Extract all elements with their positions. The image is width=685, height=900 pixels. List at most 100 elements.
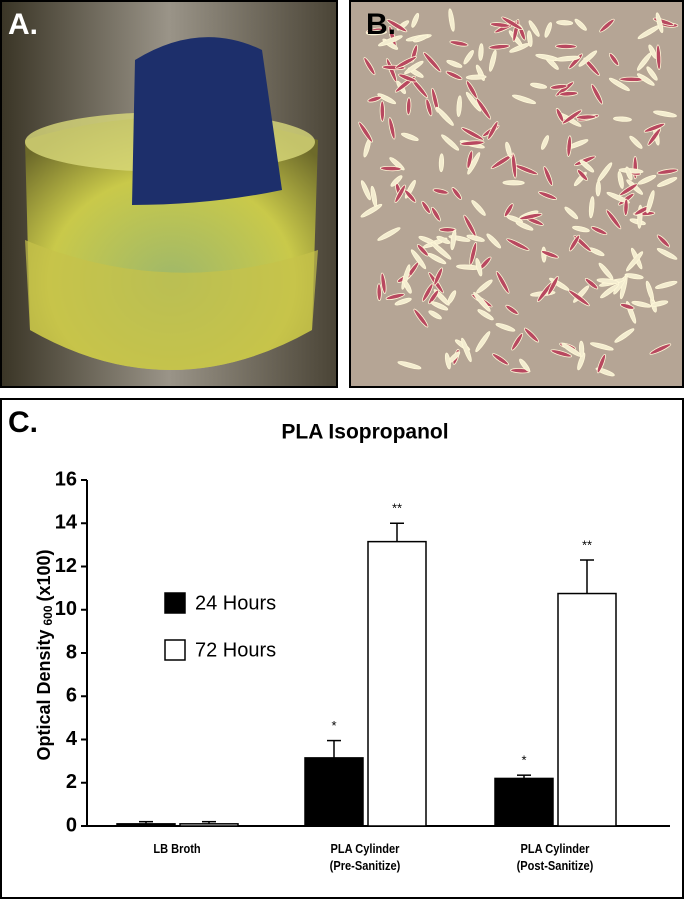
panel-label: B. bbox=[366, 8, 396, 41]
bacterium bbox=[564, 206, 579, 220]
bacterium bbox=[445, 70, 463, 81]
bacterium bbox=[596, 278, 619, 285]
bacterium bbox=[653, 110, 677, 118]
bacterium bbox=[574, 18, 587, 31]
bacterium bbox=[566, 135, 572, 157]
y-tick-label: 0 bbox=[66, 814, 77, 836]
bacterium bbox=[619, 183, 638, 196]
bacterium bbox=[456, 95, 462, 117]
bacterium bbox=[656, 234, 671, 248]
bacterium bbox=[423, 51, 442, 73]
bacterium bbox=[588, 196, 595, 219]
bacterium bbox=[547, 275, 559, 296]
bacterium bbox=[465, 80, 478, 99]
y-axis-label-main: Optical Density bbox=[34, 630, 54, 761]
bar bbox=[304, 757, 364, 827]
bacterium bbox=[471, 199, 486, 216]
bacterium bbox=[568, 289, 590, 307]
y-tick-label: 6 bbox=[66, 685, 77, 707]
bacterium bbox=[579, 159, 595, 173]
bacterium bbox=[428, 289, 440, 305]
bacterium bbox=[578, 340, 585, 357]
bacterium bbox=[636, 52, 652, 71]
bacterium bbox=[502, 180, 525, 186]
bacterium bbox=[576, 169, 588, 181]
bacterium bbox=[465, 91, 482, 112]
bacterium bbox=[619, 303, 635, 310]
bacterium bbox=[614, 328, 635, 343]
bacterium bbox=[376, 283, 382, 302]
bacterium bbox=[501, 16, 523, 31]
bacterium bbox=[451, 187, 462, 200]
bacterium bbox=[519, 212, 543, 221]
bacterium bbox=[572, 225, 590, 233]
bacterium bbox=[380, 272, 387, 294]
bacterium bbox=[360, 180, 371, 201]
bacterium bbox=[596, 353, 606, 374]
y-axis-label-sub: 600 bbox=[41, 605, 55, 625]
bacterium bbox=[559, 91, 579, 97]
bacterium bbox=[477, 309, 494, 321]
y-tick-label: 4 bbox=[66, 728, 78, 750]
bacterium bbox=[466, 150, 474, 169]
x-tick-label: LB Broth bbox=[153, 841, 201, 856]
bacterium bbox=[625, 251, 644, 272]
bacterium bbox=[421, 200, 431, 214]
bacterium bbox=[655, 44, 662, 70]
bacterium bbox=[575, 114, 597, 120]
y-tick-label: 14 bbox=[55, 512, 78, 534]
bacterium bbox=[511, 333, 524, 351]
bacterium bbox=[358, 121, 373, 143]
x-tick-label: PLA Cylinder (Post-Sanitize) bbox=[516, 841, 594, 873]
bacterium bbox=[436, 235, 451, 245]
photo-b bbox=[349, 0, 684, 388]
bacterium bbox=[595, 180, 601, 197]
bacterium bbox=[656, 247, 678, 260]
bacterium bbox=[478, 43, 484, 61]
bacterium bbox=[385, 293, 405, 301]
bacterium bbox=[511, 94, 537, 105]
bacterium bbox=[486, 233, 502, 249]
bacterium bbox=[606, 191, 630, 204]
bacterium bbox=[403, 280, 412, 294]
bacterium bbox=[538, 191, 558, 200]
bacterium bbox=[608, 52, 620, 66]
bacterium bbox=[461, 127, 484, 141]
significance-label: ** bbox=[582, 537, 592, 552]
bacterium bbox=[378, 35, 403, 47]
bacterium bbox=[646, 190, 655, 214]
bacterium bbox=[555, 55, 581, 62]
bacterium bbox=[404, 60, 424, 75]
panel-label: A. bbox=[8, 8, 38, 41]
bacterium bbox=[466, 234, 485, 242]
bacterium bbox=[476, 279, 493, 294]
bacterium bbox=[550, 349, 573, 358]
bacterium bbox=[460, 140, 485, 146]
y-tick-label: 10 bbox=[55, 598, 77, 620]
bacterium bbox=[363, 57, 376, 76]
bar bbox=[116, 823, 176, 827]
bacterium bbox=[377, 93, 397, 105]
bacterium bbox=[629, 135, 643, 149]
bacterium bbox=[370, 185, 378, 207]
bacterium bbox=[379, 100, 385, 122]
bacterium bbox=[461, 337, 472, 363]
bacterium bbox=[397, 361, 422, 370]
bacterium bbox=[608, 77, 630, 92]
bacterium bbox=[487, 121, 499, 140]
bacterium bbox=[475, 331, 491, 353]
bacterium bbox=[401, 132, 419, 141]
bacterium bbox=[495, 270, 510, 294]
bacterium bbox=[413, 308, 429, 328]
bacterium bbox=[492, 353, 509, 366]
bacterium bbox=[377, 227, 401, 241]
bacterium bbox=[473, 291, 491, 312]
bacterium bbox=[398, 73, 417, 83]
bacterium bbox=[561, 109, 583, 125]
bacterium bbox=[463, 49, 474, 65]
bacterium bbox=[617, 171, 624, 189]
significance-label: * bbox=[331, 718, 336, 733]
bacterium bbox=[540, 250, 559, 259]
bacterium bbox=[413, 34, 429, 43]
bacterium bbox=[656, 176, 678, 187]
